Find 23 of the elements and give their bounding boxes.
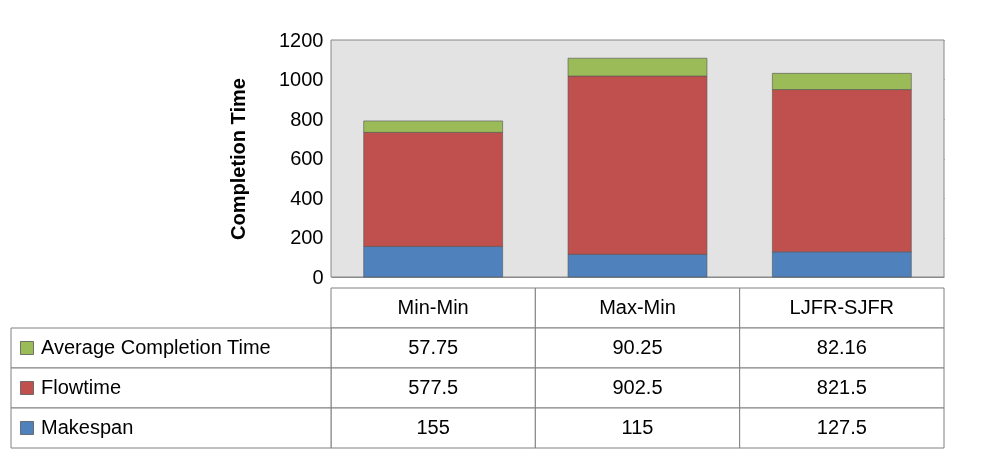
data-label: 127.5 <box>816 416 867 438</box>
legend-label: Makespan <box>41 416 134 438</box>
y-tick-label: 400 <box>290 186 324 209</box>
data-label: 821.5 <box>816 376 867 398</box>
data-label: 902.5 <box>612 376 663 398</box>
legend-label: Average Completion Time <box>41 336 271 358</box>
x-tick-label: LJFR-SJFR <box>789 296 895 318</box>
data-label: 577.5 <box>408 376 459 398</box>
x-tick-label: Max-Min <box>599 296 676 318</box>
data-label: 82.16 <box>816 336 867 358</box>
y-tick-label: 1200 <box>279 28 324 51</box>
x-tick-label: Min-Min <box>397 296 469 318</box>
y-axis-title: Completion Time <box>227 78 250 240</box>
data-label: 115 <box>621 416 654 438</box>
data-label: 90.25 <box>612 336 663 358</box>
y-tick-label: 1000 <box>279 68 324 90</box>
data-label: 155 <box>416 416 450 438</box>
y-tick-label: 0 <box>312 265 324 288</box>
data-label: 57.75 <box>408 336 459 358</box>
legend-label: Flowtime <box>41 376 122 398</box>
y-tick-label: 600 <box>290 147 324 169</box>
y-tick-label: 800 <box>290 107 324 130</box>
y-tick-label: 200 <box>290 226 324 248</box>
